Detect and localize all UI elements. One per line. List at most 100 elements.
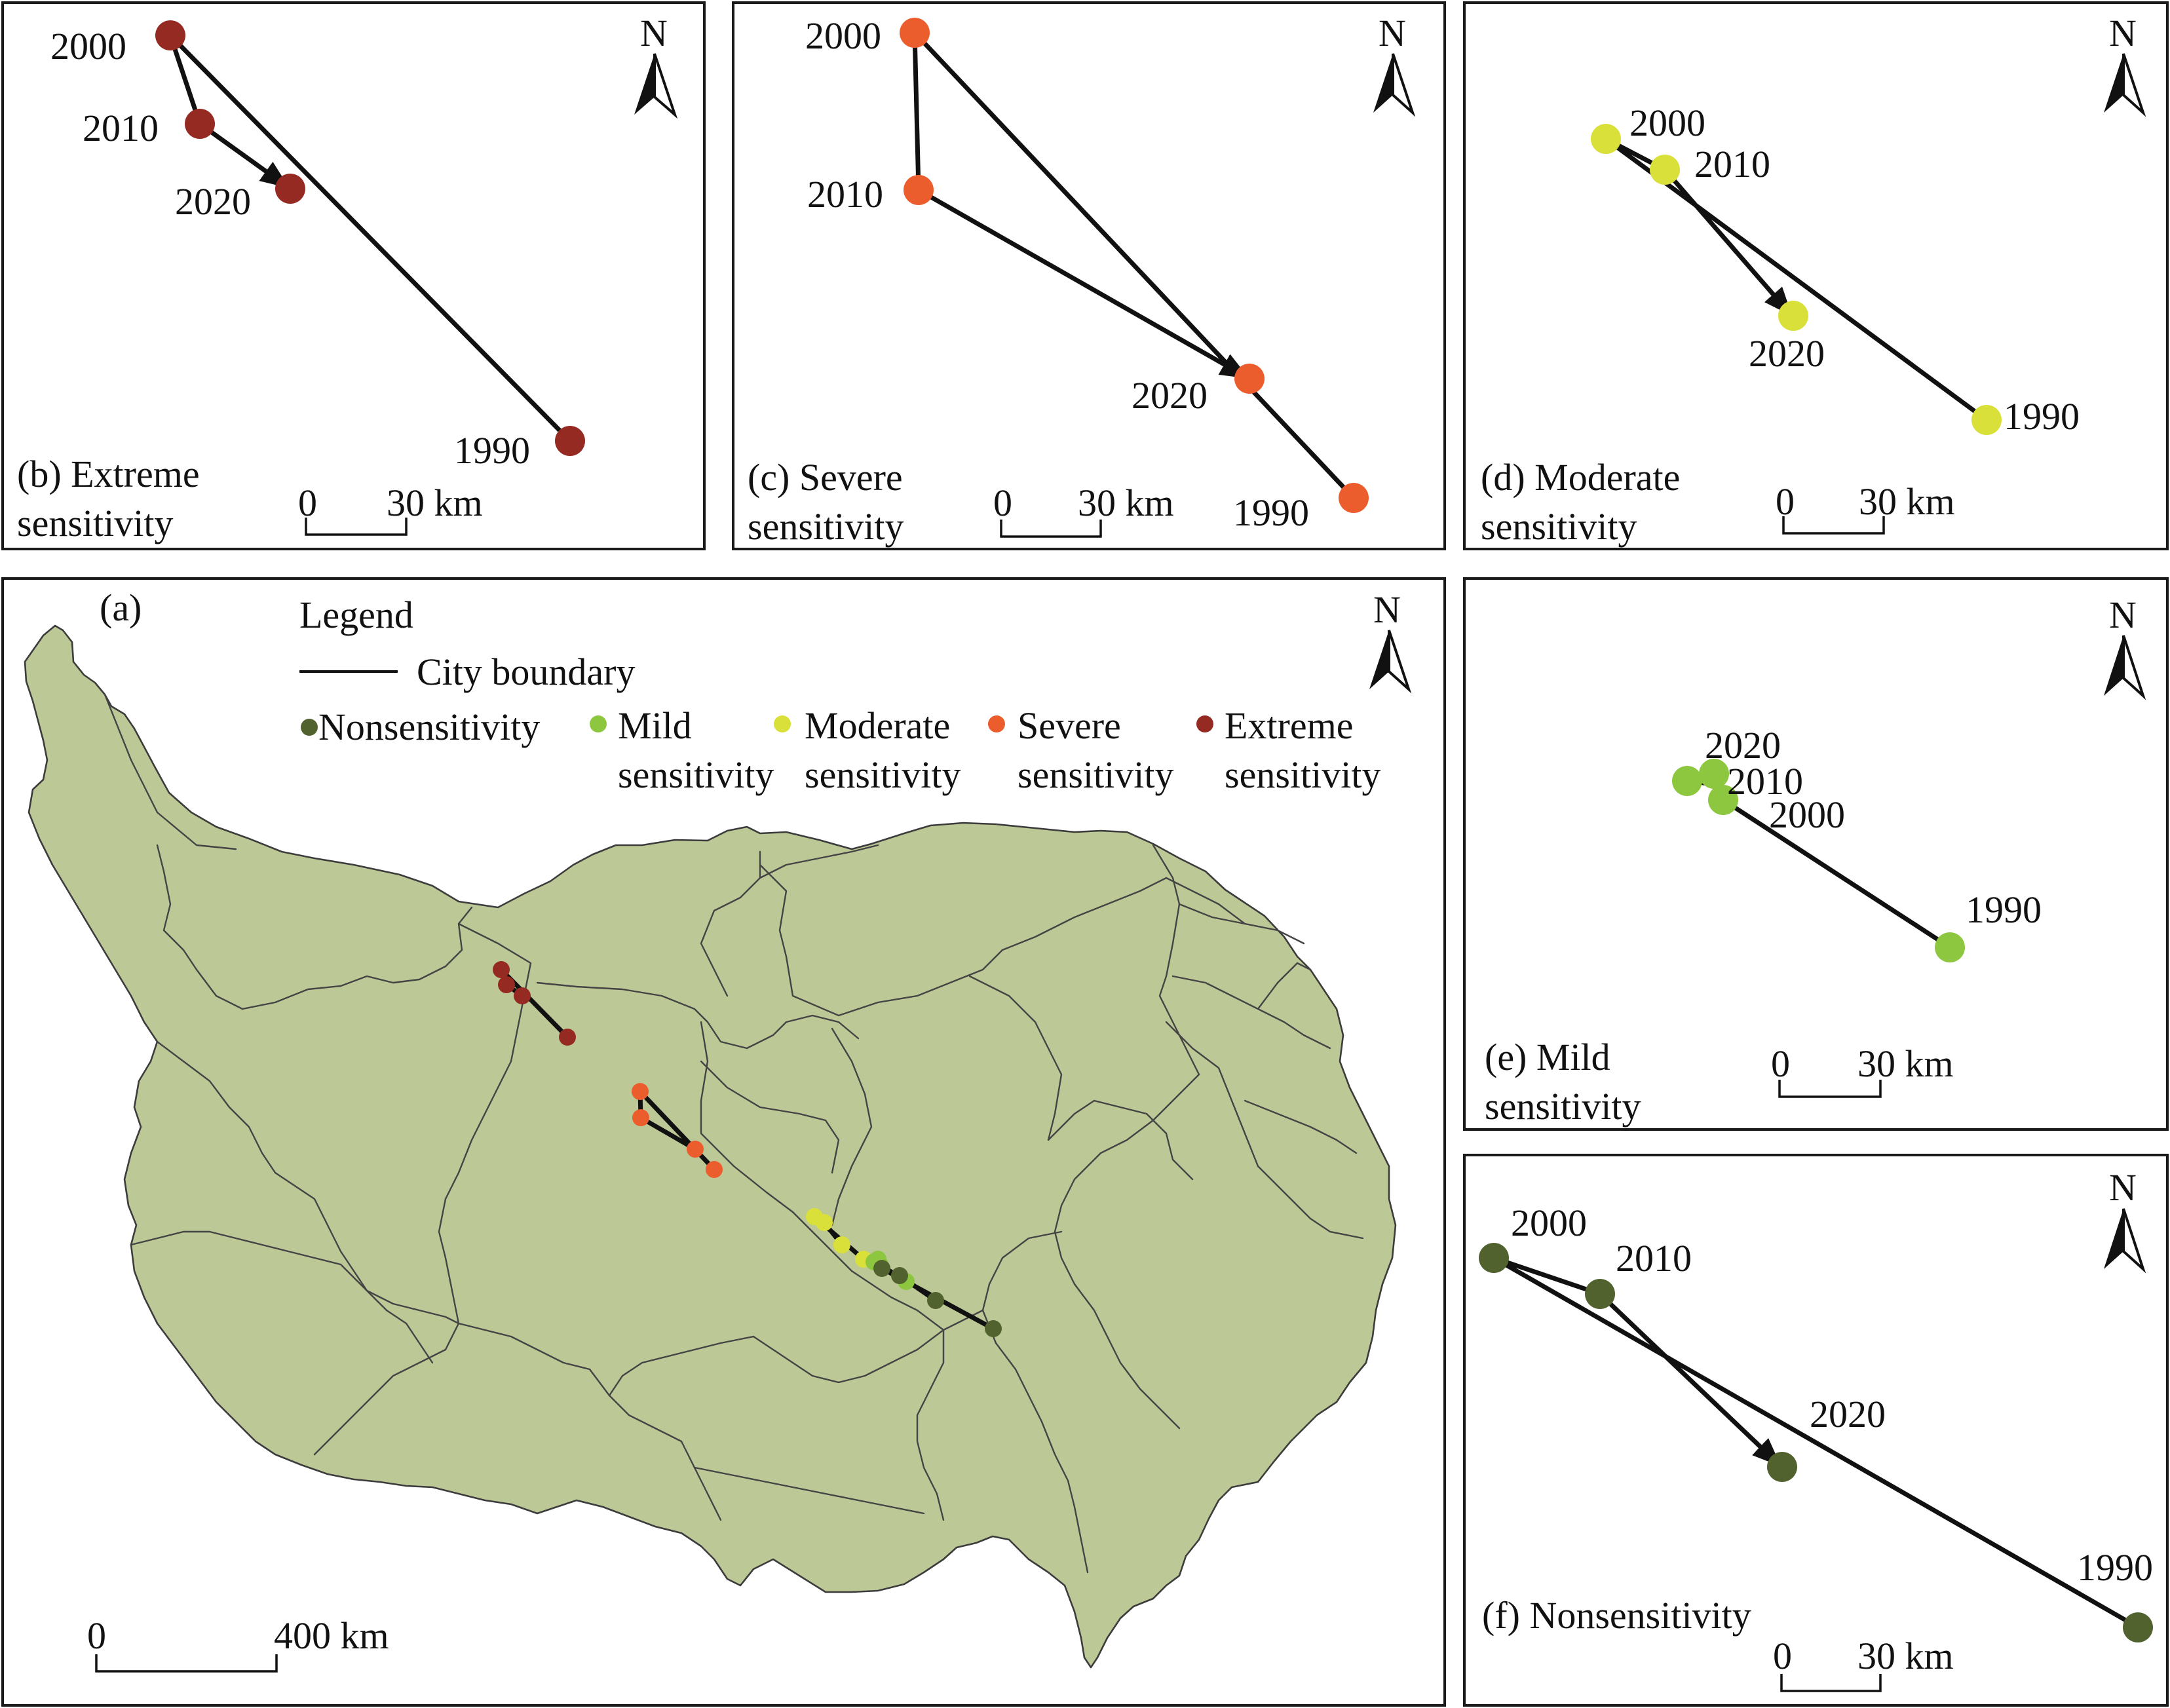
panel-e-title-line1: (e) Mild (1485, 1036, 1610, 1078)
panel-f-scale-start: 0 (1773, 1635, 1792, 1677)
overview-point-severe-1990 (706, 1161, 723, 1178)
panel-e-scale-end: 30 km (1857, 1042, 1954, 1085)
panel-f-trajectory (1491, 1255, 2137, 1629)
panel-d-label-1990: 1990 (2004, 395, 2080, 438)
panel-c-scale-end: 30 km (1078, 482, 1174, 524)
panel-c-title-line2: sensitivity (748, 505, 904, 548)
panel-e-point-2020 (1672, 766, 1702, 796)
panel-b-point-2020 (275, 174, 305, 204)
overview-scale-end: 400 km (274, 1614, 389, 1657)
panel-f-scale-bar (1780, 1674, 1882, 1692)
legend-boundary-label: City boundary (417, 651, 635, 693)
panel-b-title-line1: (b) Extreme (17, 453, 200, 495)
panel-f-nonsensitivity: 1990 2000 2010 2020 (f) Nonsensitivity 0… (1463, 1154, 2169, 1707)
city-boundaries (104, 693, 1364, 1574)
panel-a-label: (a) (100, 586, 142, 629)
overview-point-severe-2020 (687, 1141, 704, 1158)
legend-swatch-extreme (1196, 715, 1213, 732)
legend-label-extreme-line2: sensitivity (1225, 753, 1380, 796)
panel-e-mild: 1990 2000 2010 2020 (e) Mild sensitivity… (1463, 577, 2169, 1131)
north-label: N (2109, 1166, 2137, 1209)
panel-c-label-2000: 2000 (805, 14, 881, 57)
overview-point-severe-2010 (632, 1109, 649, 1126)
panel-d-trajectory (1603, 136, 1989, 422)
panel-c-label-2010: 2010 (807, 173, 883, 216)
legend-label-severe-line2: sensitivity (1018, 753, 1173, 796)
north-arrow-icon: N (1373, 12, 1416, 117)
panel-e-scale-bar (1778, 1080, 1882, 1098)
panel-f-label-2010: 2010 (1616, 1237, 1692, 1280)
panel-b-frame (1, 1, 706, 550)
north-label: N (2109, 594, 2137, 636)
north-label: N (2109, 12, 2137, 54)
plateau-landmass (24, 624, 1397, 1669)
legend-swatch-severe (988, 715, 1005, 732)
legend-label-severe-line1: Severe (1018, 704, 1121, 747)
panel-d-title-line2: sensitivity (1481, 505, 1637, 548)
legend-label-nonsensitivity: Nonsensitivity (318, 706, 540, 748)
panel-d-scale-end: 30 km (1859, 480, 1955, 523)
panel-b-label-2000: 2000 (50, 25, 126, 67)
panel-c-severe: 1990 2000 2010 2020 (c) Severe sensitivi… (732, 1, 1446, 550)
panel-e-label-2010: 2010 (1727, 760, 1803, 803)
panel-c-point-1990 (1339, 483, 1369, 513)
panel-b-label-2010: 2010 (83, 107, 159, 149)
panel-f-label-1990: 1990 (2077, 1546, 2153, 1589)
legend-label-extreme-line1: Extreme (1225, 704, 1353, 747)
panel-e-point-2000 (1708, 785, 1738, 815)
panel-d-point-2000 (1591, 124, 1621, 154)
overview-point-moderate-2010 (816, 1214, 833, 1231)
legend-label-moderate-line2: sensitivity (805, 753, 961, 796)
panel-c-point-2000 (900, 18, 930, 48)
panel-d-scale-start: 0 (1776, 480, 1795, 523)
panel-e-label-1990: 1990 (1966, 888, 2042, 931)
overview-point-nonsensitivity-2020 (927, 1292, 944, 1309)
overview-point-nonsensitivity-1990 (985, 1320, 1002, 1337)
panel-d-title-line1: (d) Moderate (1481, 456, 1680, 499)
overview-point-extreme-2020 (514, 987, 531, 1004)
panel-f-title: (f) Nonsensitivity (1482, 1594, 1751, 1637)
overview-scale-start: 0 (87, 1614, 106, 1657)
panel-c-point-2020 (1234, 364, 1265, 394)
panel-b-trajectory (168, 33, 572, 443)
overview-point-severe-2000 (632, 1083, 649, 1100)
panel-b-scale-start: 0 (298, 482, 317, 524)
panel-e-point-1990 (1935, 932, 1965, 962)
overview-track-severe (638, 1089, 716, 1171)
panel-c-point-2010 (904, 175, 934, 205)
overview-scale-bar (95, 1654, 278, 1673)
panel-e-label-2020: 2020 (1705, 724, 1781, 767)
panel-c-frame (732, 1, 1446, 550)
legend-swatch-mild (590, 715, 607, 732)
north-label: N (1379, 12, 1406, 54)
panel-d-point-1990 (1971, 405, 2002, 435)
panel-c-label-1990: 1990 (1233, 491, 1309, 534)
legend-label-mild-line2: sensitivity (618, 753, 774, 796)
panel-d-scale-bar (1782, 516, 1885, 535)
overview-point-extreme-1990 (559, 1029, 576, 1046)
panel-b-point-2010 (185, 109, 215, 139)
north-label: N (640, 12, 668, 54)
overview-point-nonsensitivity-2010 (891, 1267, 908, 1284)
panel-e-label-2000: 2000 (1769, 793, 1845, 836)
north-arrow-icon: N (2104, 1166, 2146, 1274)
panel-b-scale-end: 30 km (387, 482, 483, 524)
legend: Legend City boundary Nonsensitivity Mild… (299, 594, 1380, 796)
overview-point-extreme-2000 (493, 961, 510, 978)
panel-d-point-2010 (1650, 155, 1680, 185)
panel-b-point-1990 (555, 426, 585, 456)
panel-f-point-1990 (2123, 1612, 2153, 1642)
panel-c-title-line1: (c) Severe (748, 456, 903, 499)
panel-e-frame (1463, 577, 2169, 1131)
overview-point-nonsensitivity-2000 (873, 1260, 890, 1277)
north-label: N (1373, 588, 1401, 631)
panel-b-title-line2: sensitivity (17, 502, 173, 544)
panel-b-scale-bar (305, 518, 408, 536)
panel-a-overview: (a) Legend City boundary Nonsensitivity … (1, 577, 1446, 1707)
panel-e-scale-start: 0 (1771, 1042, 1790, 1085)
legend-swatch-moderate (774, 715, 791, 732)
north-arrow-icon: N (2104, 12, 2146, 117)
panel-e-title-line2: sensitivity (1485, 1085, 1641, 1128)
panel-c-label-2020: 2020 (1132, 374, 1208, 417)
panel-d-point-2020 (1778, 301, 1808, 331)
